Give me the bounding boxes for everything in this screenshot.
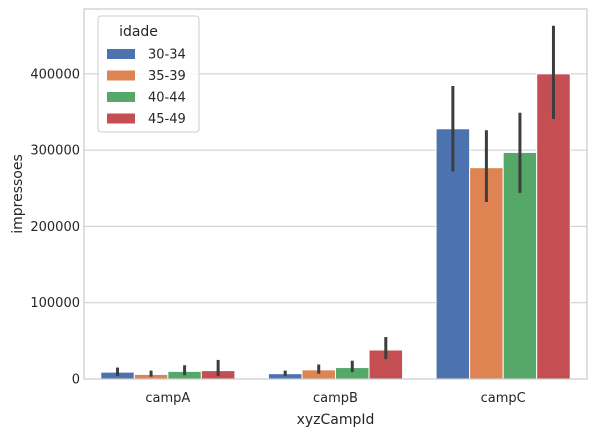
legend-swatch-30-34: [107, 49, 135, 59]
x-tick-label: campC: [481, 391, 526, 406]
plot-frame: [83, 8, 588, 380]
legend-title: idade: [119, 24, 158, 40]
bar-45-49-campC: [536, 73, 571, 380]
y-tick-label: 300000: [30, 144, 80, 159]
legend-label: 35-39: [148, 69, 186, 84]
legend-swatch-40-44: [107, 92, 135, 102]
legend-box: [97, 15, 200, 133]
legend-swatch-45-49: [107, 113, 135, 124]
x-axis-label: xyzCampId: [297, 412, 375, 428]
y-tick-label: 100000: [30, 296, 80, 311]
legend-swatch-35-39: [107, 70, 135, 81]
y-tick-label: 400000: [30, 67, 80, 82]
x-tick-label: campA: [145, 391, 190, 406]
legend-label: 30-34: [148, 48, 186, 63]
y-tick-label: 200000: [30, 220, 80, 235]
legend-label: 45-49: [148, 112, 186, 127]
y-axis-label: impressoes: [10, 154, 26, 234]
x-axis-ticks: campA campB campC: [145, 391, 525, 406]
legend-label: 40-44: [148, 91, 186, 106]
error-bars: [116, 25, 555, 377]
y-axis-ticks: 0 100000 200000 300000 400000: [30, 67, 80, 387]
legend: idade 30-34 35-39 40-44 45-49: [97, 15, 200, 133]
x-tick-label: campB: [313, 391, 358, 406]
y-tick-label: 0: [72, 373, 80, 388]
